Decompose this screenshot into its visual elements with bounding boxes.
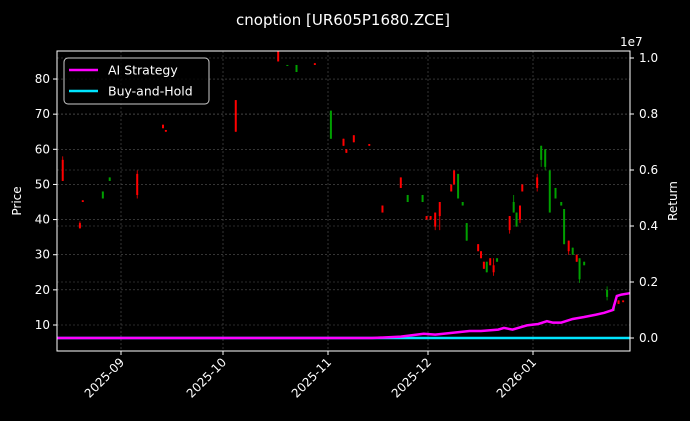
candle-body — [399, 177, 402, 188]
candle-body — [489, 258, 492, 266]
chart-title: cnoption [UR605P1680.ZCE] — [236, 11, 450, 29]
tick-label: 0.6 — [639, 163, 658, 177]
legend-label: AI Strategy — [108, 63, 178, 78]
tick-label: 10 — [35, 318, 50, 332]
legend: AI Strategy Buy-and-Hold — [63, 57, 210, 105]
return-axis-offset: 1e7 — [620, 35, 643, 49]
candle-body — [295, 64, 298, 72]
return-axis-label: Return — [666, 181, 680, 221]
candle-body — [108, 177, 111, 181]
candle-body — [617, 300, 620, 304]
legend-label: Buy-and-Hold — [108, 84, 193, 99]
tick-label: 0.4 — [639, 219, 658, 233]
candle-body — [136, 173, 139, 195]
candle-body — [286, 64, 289, 66]
candle-body — [544, 149, 547, 167]
candle-body — [345, 149, 348, 153]
price-axis-label: Price — [10, 186, 24, 215]
candle-body — [381, 205, 384, 213]
tick-label: 70 — [35, 107, 50, 121]
candle-body — [465, 223, 468, 241]
candle-body — [485, 261, 488, 273]
tick-label: 80 — [35, 72, 50, 86]
candle-body — [492, 265, 495, 273]
candle-body — [477, 244, 480, 252]
legend-box — [63, 57, 210, 105]
candle-body — [583, 261, 586, 266]
candle-body — [554, 187, 557, 199]
candle-body — [512, 202, 515, 213]
candle-body — [429, 216, 432, 220]
candle-body — [61, 159, 64, 181]
price-axis: 10 20 30 40 50 60 70 80 — [35, 72, 57, 332]
candle-body — [461, 202, 464, 206]
candle-body — [277, 50, 280, 62]
candle-body — [560, 202, 563, 206]
candle-body — [563, 209, 566, 245]
candle-body — [81, 200, 84, 203]
return-lines — [57, 291, 631, 340]
tick-label: 40 — [35, 213, 50, 227]
candle-body — [540, 145, 543, 160]
tick-label: 0.0 — [639, 331, 658, 345]
ai-strategy-line — [57, 291, 631, 340]
candle-body — [571, 247, 574, 255]
candle-body — [496, 258, 499, 262]
plot-frame — [56, 50, 631, 352]
return-axis: 0.0 0.2 0.4 0.6 0.8 1.0 — [630, 51, 658, 345]
candle-body — [480, 251, 483, 259]
candle-body — [606, 289, 609, 297]
candle-body — [234, 100, 237, 132]
candle-body — [536, 177, 539, 188]
tick-label: 0.8 — [639, 107, 658, 121]
candle-body — [406, 194, 409, 203]
candle-body — [162, 124, 165, 129]
tick-label: 20 — [35, 283, 50, 297]
candle-body — [450, 184, 453, 192]
candle-body — [425, 216, 428, 220]
candle-body — [575, 254, 578, 262]
candle-body — [578, 258, 581, 280]
candle-body — [434, 212, 437, 227]
candle-body — [438, 202, 441, 217]
tick-label: 30 — [35, 248, 50, 262]
candle-body — [421, 194, 424, 203]
candle-body — [515, 212, 518, 227]
candle-body — [78, 223, 81, 229]
candle-body — [567, 240, 570, 252]
candle-body — [329, 110, 332, 139]
candle-body — [622, 300, 625, 303]
candle-body — [508, 216, 511, 231]
candle-body — [457, 173, 460, 199]
candle-body — [313, 63, 316, 65]
candle-body — [352, 135, 355, 143]
tick-label: 50 — [35, 177, 50, 191]
candle-body — [548, 170, 551, 213]
tick-label: 60 — [35, 142, 50, 156]
candle-body — [101, 191, 104, 199]
candle-body — [368, 144, 371, 146]
candle-body — [453, 170, 456, 185]
tick-label: 1.0 — [639, 51, 658, 65]
candle-body — [482, 261, 485, 269]
candle-body — [518, 205, 521, 220]
candle-body — [521, 184, 524, 192]
candle-body — [342, 138, 345, 146]
candle-body — [164, 129, 167, 132]
tick-label: 0.2 — [639, 275, 658, 289]
